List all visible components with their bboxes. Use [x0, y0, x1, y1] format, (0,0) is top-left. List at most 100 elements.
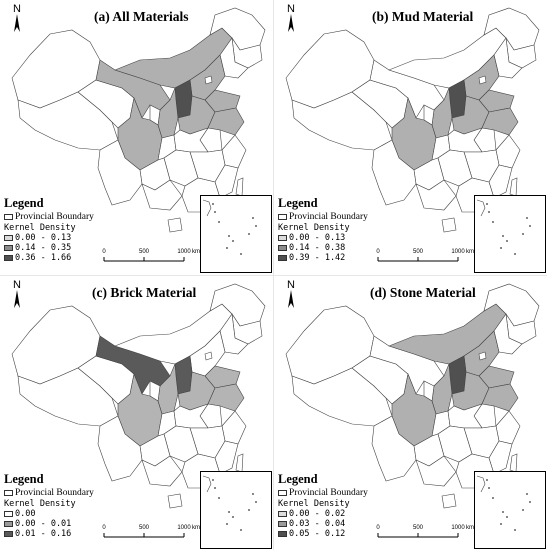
legend-class-label: 0.39 - 1.42	[289, 253, 346, 263]
province-zhejiang	[221, 410, 247, 445]
inset-coastline	[202, 475, 212, 493]
legend-density-label: Kernel Density	[4, 223, 76, 233]
island-dot	[226, 523, 228, 525]
map-legend: Legend Provincial Boundary Kernel Densit…	[4, 472, 124, 539]
class-swatch	[278, 531, 287, 537]
island-dot	[486, 203, 488, 205]
legend-boundary-label: Provincial Boundary	[15, 212, 94, 222]
scale-tick: 0	[102, 249, 106, 255]
map-panel-c: (c) Brick Material N Legend Provincial B…	[0, 276, 273, 551]
north-arrow-icon: N	[287, 3, 295, 32]
scale-unit: km	[192, 249, 200, 255]
south-china-sea-inset	[200, 471, 272, 549]
province-heilongjiang	[483, 283, 540, 327]
scale-tick: 1000	[177, 525, 191, 531]
island-dot	[218, 497, 220, 499]
boundary-swatch	[278, 214, 287, 220]
class-swatch	[278, 511, 287, 517]
province-taiwan	[235, 177, 244, 197]
north-arrow-icon: N	[13, 279, 21, 308]
island-dot	[526, 493, 528, 495]
province-zhejiang	[495, 134, 521, 169]
china-map	[285, 7, 540, 233]
scale-tick: 1000	[177, 249, 191, 255]
south-china-sea-inset	[200, 195, 272, 273]
island-dot	[502, 511, 504, 513]
province-heilongjiang	[483, 7, 540, 51]
legend-class-label: 0.00 - 0.13	[289, 233, 346, 243]
map-panel-d: (d) Stone Material N Legend Provincial B…	[274, 276, 547, 551]
scale-tick: 500	[139, 249, 150, 255]
province-yunnan	[97, 415, 143, 482]
island-dot	[228, 235, 230, 237]
scale-tick: 1000	[451, 249, 465, 255]
island-dot	[252, 217, 254, 219]
china-map	[11, 7, 266, 233]
province-hainan	[167, 493, 183, 509]
scale-bar: 0 500 1000 km	[102, 249, 200, 262]
panel-title: (c) Brick Material	[92, 285, 197, 300]
legend-class-label: 0.00 - 0.02	[289, 509, 346, 519]
island-dot	[255, 225, 257, 227]
class-swatch	[278, 255, 287, 261]
north-label: N	[13, 279, 21, 291]
panel-title: (d) Stone Material	[370, 285, 476, 300]
island-dot	[248, 509, 250, 511]
south-china-sea-inset	[474, 195, 546, 273]
scale-unit: km	[192, 525, 200, 531]
boundary-swatch	[4, 490, 13, 496]
island-dot	[228, 511, 230, 513]
legend-density-label: Kernel Density	[4, 499, 76, 509]
scale-tick: 500	[413, 525, 424, 531]
province-beijing	[478, 351, 487, 361]
legend-class-label: 0.14 - 0.38	[289, 243, 346, 253]
province-hainan	[167, 217, 183, 233]
panel-divider-horizontal	[0, 275, 547, 276]
province-heilongjiang	[209, 283, 266, 327]
island-dot	[514, 529, 516, 531]
legend-class-label: 0.03 - 0.04	[289, 519, 346, 529]
north-arrow-icon: N	[13, 3, 21, 32]
island-dot	[212, 203, 214, 205]
island-dot	[240, 529, 242, 531]
map-legend: Legend Provincial Boundary Kernel Densit…	[278, 472, 398, 539]
island-dot	[502, 235, 504, 237]
inset-coastline	[476, 475, 486, 493]
north-label: N	[13, 3, 21, 15]
panel-title: (b) Mud Material	[372, 9, 474, 24]
china-map	[11, 283, 266, 509]
scale-tick: 1000	[451, 525, 465, 531]
province-yunnan	[97, 139, 143, 206]
legend-title: Legend	[4, 472, 44, 486]
scale-bar: 0 500 1000 km	[376, 249, 474, 262]
scale-unit: km	[466, 249, 474, 255]
south-china-sea-inset	[474, 471, 546, 549]
boundary-swatch	[4, 214, 13, 220]
island-dot	[255, 501, 257, 503]
island-dot	[248, 233, 250, 235]
scale-tick: 0	[102, 525, 106, 531]
province-yunnan	[371, 415, 417, 482]
island-dot	[492, 221, 494, 223]
legend-class-label: 0.05 - 0.12	[289, 529, 346, 539]
province-hainan	[441, 217, 457, 233]
island-dot	[514, 253, 516, 255]
inset-coastline	[476, 199, 486, 217]
scale-tick: 0	[376, 525, 380, 531]
province-yunnan	[371, 139, 417, 206]
province-taiwan	[235, 453, 244, 473]
island-dot	[486, 479, 488, 481]
island-dot	[506, 516, 508, 518]
north-label: N	[287, 3, 295, 15]
province-zhejiang	[221, 134, 247, 169]
island-dot	[232, 516, 234, 518]
province-taiwan	[509, 453, 518, 473]
island-dot	[492, 497, 494, 499]
island-dot	[240, 253, 242, 255]
legend-class-label: 0.00	[15, 509, 36, 519]
island-dot	[522, 509, 524, 511]
island-dot	[506, 240, 508, 242]
legend-density-label: Kernel Density	[278, 223, 350, 233]
province-beijing	[204, 351, 213, 361]
class-swatch	[4, 235, 13, 241]
